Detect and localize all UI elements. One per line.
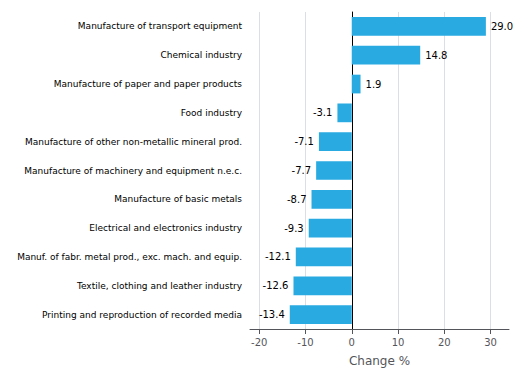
svg-text:Manufacture of paper and paper: Manufacture of paper and paper products bbox=[54, 79, 242, 89]
svg-text:-7.7: -7.7 bbox=[292, 165, 312, 176]
svg-text:Printing and reproduction of r: Printing and reproduction of recorded me… bbox=[42, 310, 242, 320]
svg-text:Manufacture of basic metals: Manufacture of basic metals bbox=[114, 194, 242, 204]
svg-text:-8.7: -8.7 bbox=[287, 194, 307, 205]
svg-text:-13.4: -13.4 bbox=[259, 309, 285, 320]
svg-text:29.0: 29.0 bbox=[491, 21, 513, 32]
svg-text:-10: -10 bbox=[297, 337, 313, 348]
svg-text:0: 0 bbox=[349, 337, 355, 348]
svg-text:-20: -20 bbox=[251, 337, 267, 348]
svg-text:Change %: Change % bbox=[349, 354, 410, 368]
svg-text:-12.1: -12.1 bbox=[265, 251, 291, 262]
svg-text:Textile, clothing and leather: Textile, clothing and leather industry bbox=[76, 281, 243, 291]
svg-text:20: 20 bbox=[438, 337, 451, 348]
svg-text:Manuf. of fabr. metal prod., e: Manuf. of fabr. metal prod., exc. mach. … bbox=[17, 252, 242, 262]
svg-text:Electrical and electronics ind: Electrical and electronics industry bbox=[89, 223, 242, 233]
svg-text:Chemical industry: Chemical industry bbox=[161, 50, 243, 60]
svg-text:14.8: 14.8 bbox=[425, 50, 447, 61]
svg-text:1.9: 1.9 bbox=[366, 79, 382, 90]
svg-text:-9.3: -9.3 bbox=[284, 223, 304, 234]
svg-text:Food industry: Food industry bbox=[181, 108, 243, 118]
svg-text:-7.1: -7.1 bbox=[294, 136, 314, 147]
svg-text:-3.1: -3.1 bbox=[313, 107, 333, 118]
svg-text:Manufacture of other non-metal: Manufacture of other non-metallic minera… bbox=[25, 137, 242, 147]
svg-text:10: 10 bbox=[392, 337, 405, 348]
svg-text:30: 30 bbox=[484, 337, 497, 348]
svg-text:-12.6: -12.6 bbox=[263, 280, 289, 291]
svg-text:Manufacture of machinery and e: Manufacture of machinery and equipment n… bbox=[24, 166, 242, 176]
svg-text:Manufacture of transport equip: Manufacture of transport equipment bbox=[78, 21, 243, 31]
